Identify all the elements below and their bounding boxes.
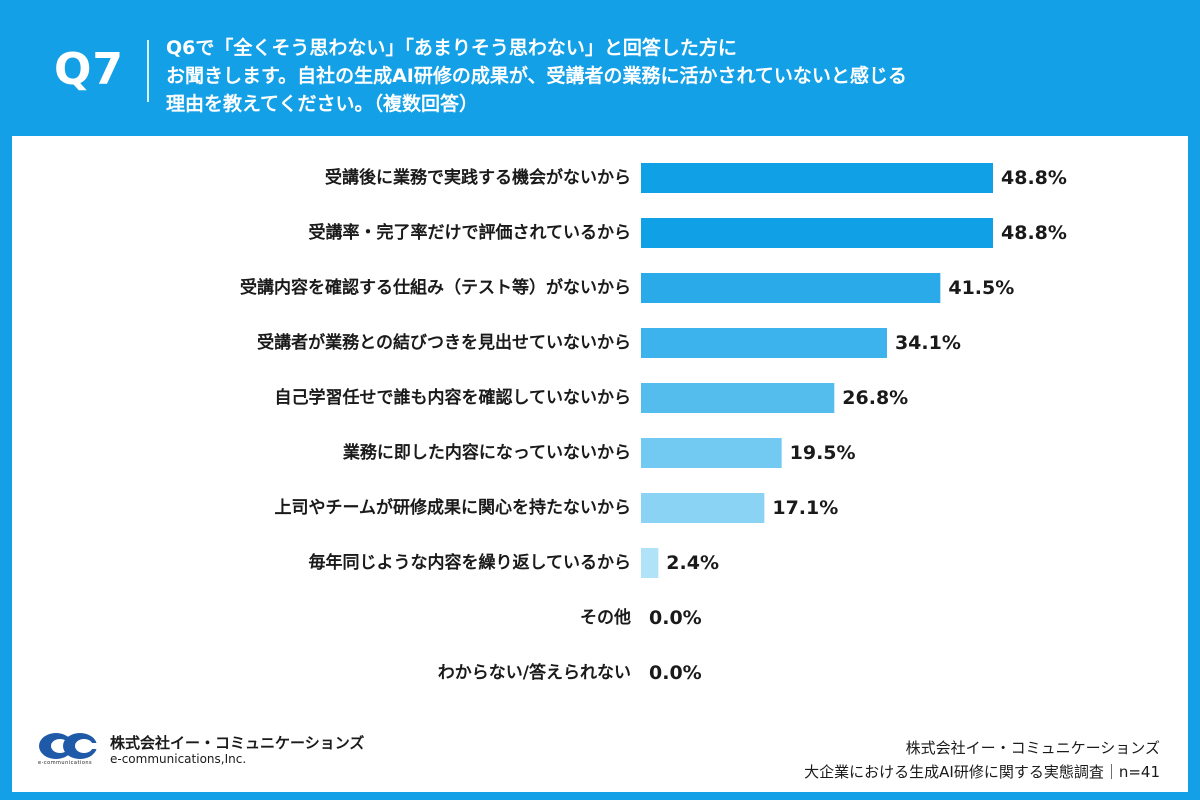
category-label: その他 [580, 607, 631, 628]
question-line-1: Q6で「全くそう思わない」「あまりそう思わない」と回答した方に [166, 37, 737, 59]
source-company: 株式会社イー・コミュニケーションズ [905, 739, 1160, 757]
company-logo-icon [39, 733, 104, 759]
value-label: 48.8% [1001, 222, 1067, 244]
bar-chart: 受講後に業務で実践する機会がないから 48.8% 受講率・完了率だけで評価されている… [240, 163, 1067, 684]
bar [641, 273, 941, 303]
question-text: Q6で「全くそう思わない」「あまりそう思わない」と回答した方に お聞きします。自… [166, 34, 1176, 118]
question-line-2: お聞きします。自社の生成AI研修の成果が、受講者の業務に活かされていないと感じる [166, 65, 907, 87]
question-number: Q7 [54, 44, 125, 95]
value-label: 19.5% [790, 442, 856, 464]
company-logo: 株式会社イー・コミュニケーションズ e-communications,Inc. … [38, 728, 398, 772]
value-label: 2.4% [666, 552, 719, 574]
company-name-ja: 株式会社イー・コミュニケーションズ [110, 734, 365, 752]
bar [641, 548, 659, 578]
chart-panel: 受講後に業務で実践する機会がないから 48.8% 受講率・完了率だけで評価されている… [12, 136, 1188, 792]
header-divider [147, 40, 149, 102]
value-label: 48.8% [1001, 167, 1067, 189]
category-label: 毎年同じような内容を繰り返しているから [309, 552, 632, 573]
value-label: 0.0% [649, 607, 702, 629]
bar [641, 438, 782, 468]
value-label: 17.1% [772, 497, 838, 519]
category-label: 上司やチームが研修成果に関心を持たないから [275, 497, 632, 518]
value-label: 0.0% [649, 662, 702, 684]
question-line-3: 理由を教えてください。（複数回答） [166, 93, 478, 115]
logo-wordmark: e-communications [38, 760, 93, 766]
bar [641, 328, 887, 358]
category-label: 受講率・完了率だけで評価されているから [309, 222, 632, 243]
category-label: 業務に即した内容になっていないから [343, 442, 631, 463]
value-label: 34.1% [895, 332, 961, 354]
category-label: 受講者が業務との結びつきを見出せていないから [257, 332, 631, 353]
category-label: 自己学習任せで誰も内容を確認していないから [275, 387, 632, 408]
company-name-en: e-communications,Inc. [110, 752, 247, 766]
value-label: 41.5% [948, 277, 1014, 299]
question-header: Q7 Q6で「全くそう思わない」「あまりそう思わない」と回答した方に お聞きしま… [0, 0, 1200, 136]
category-label: わからない/答えられない [438, 662, 631, 683]
category-label: 受講内容を確認する仕組み（テスト等）がないから [240, 277, 631, 298]
bar [641, 163, 993, 193]
bar [641, 218, 993, 248]
bar [641, 493, 765, 523]
bar [641, 383, 835, 413]
source-survey: 大企業における生成AI研修に関する実態調査｜n=41 [804, 763, 1160, 781]
value-label: 26.8% [842, 387, 908, 409]
source-note: 株式会社イー・コミュニケーションズ 大企業における生成AI研修に関する実態調査｜… [804, 736, 1160, 784]
category-label: 受講後に業務で実践する機会がないから [325, 167, 631, 188]
